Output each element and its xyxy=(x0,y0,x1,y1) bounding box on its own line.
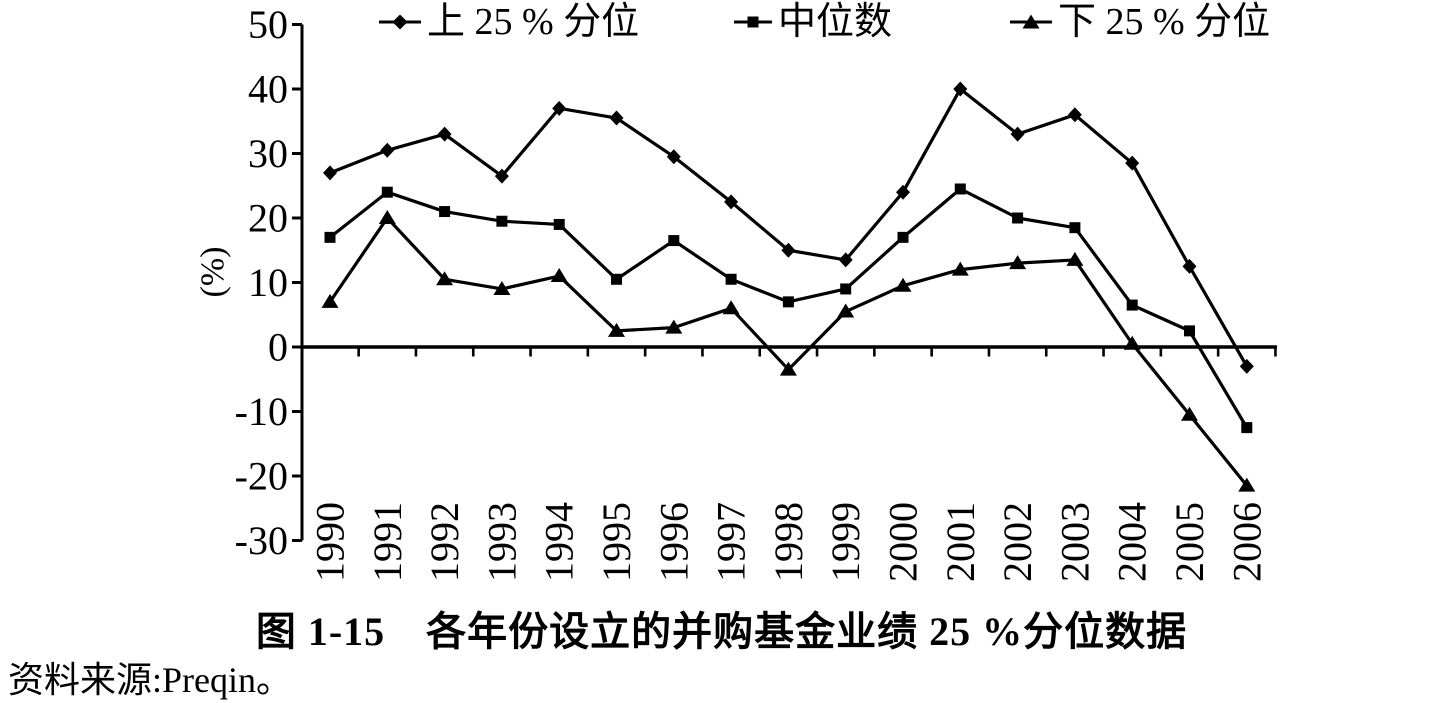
x-tick-label: 1997 xyxy=(709,502,754,582)
data-point-lower-quartile xyxy=(951,261,969,276)
data-point-median xyxy=(611,273,622,285)
data-point-median xyxy=(897,231,909,243)
x-tick-label: 1992 xyxy=(422,502,467,582)
y-axis: 50 40 30 20 10 0 -10 -20 -30 (%) xyxy=(195,2,304,563)
data-point-upper-quartile xyxy=(1067,107,1082,123)
data-point-median xyxy=(1184,325,1195,337)
data-point-upper-quartile xyxy=(896,184,910,200)
data-point-median xyxy=(1241,422,1253,434)
data-point-lower-quartile xyxy=(722,300,740,315)
x-tick-label: 2004 xyxy=(1110,502,1155,582)
data-point-lower-quartile xyxy=(1066,251,1084,266)
y-tick-label: 20 xyxy=(248,196,288,241)
data-point-upper-quartile xyxy=(1125,155,1140,171)
legend-item-upper-quartile: 上 25 % 分位 xyxy=(378,2,639,42)
data-point-median xyxy=(840,283,852,295)
data-point-lower-quartile xyxy=(1181,406,1198,421)
data-point-upper-quartile xyxy=(1010,126,1025,142)
data-point-lower-quartile xyxy=(493,280,511,295)
x-tick-label: 2002 xyxy=(995,502,1040,582)
y-tick-label: 50 xyxy=(248,2,288,47)
data-point-upper-quartile xyxy=(838,252,853,268)
x-tick-label: 1993 xyxy=(479,502,524,582)
data-point-median xyxy=(324,231,336,243)
data-point-lower-quartile xyxy=(779,361,797,376)
data-point-lower-quartile xyxy=(894,277,912,292)
data-point-upper-quartile xyxy=(552,100,567,116)
series-upper-quartile xyxy=(323,81,1254,374)
data-point-lower-quartile xyxy=(665,319,683,334)
data-point-median xyxy=(668,235,680,247)
data-point-upper-quartile xyxy=(724,194,739,210)
x-tick-label: 2003 xyxy=(1052,502,1097,582)
y-axis-unit-label: (%) xyxy=(195,247,232,298)
x-tick-label: 1990 xyxy=(308,502,353,582)
x-tick-label: 1995 xyxy=(594,502,639,582)
data-point-upper-quartile xyxy=(609,110,624,126)
data-point-lower-quartile xyxy=(550,268,568,283)
triangle-marker-icon xyxy=(1010,14,1052,29)
data-point-lower-quartile xyxy=(378,210,396,224)
data-point-upper-quartile xyxy=(1239,358,1254,374)
diamond-marker-icon xyxy=(379,14,421,30)
data-point-median xyxy=(553,218,565,230)
data-point-upper-quartile xyxy=(781,242,796,258)
data-point-lower-quartile xyxy=(1123,335,1141,350)
x-tick-labels: 1990 1991 1992 1993 1994 1995 1996 1997 1998 1999… xyxy=(308,502,1270,582)
y-tick-label: -30 xyxy=(235,518,288,563)
x-tick-label: 1998 xyxy=(766,502,811,582)
data-point-upper-quartile xyxy=(1182,258,1197,274)
data-point-upper-quartile xyxy=(494,168,509,184)
x-tick-label: 1991 xyxy=(365,502,410,582)
legend-item-median: 中位数 xyxy=(733,2,892,42)
data-point-upper-quartile xyxy=(437,126,452,142)
square-marker-icon xyxy=(734,16,772,28)
x-tick-label: 1996 xyxy=(651,502,696,582)
data-point-lower-quartile xyxy=(1009,255,1027,270)
legend-label-median: 中位数 xyxy=(778,1,893,43)
series-median xyxy=(324,183,1253,434)
x-tick-label: 2001 xyxy=(938,502,983,582)
y-tick-label: -20 xyxy=(235,454,288,499)
y-tick-label: -10 xyxy=(235,389,288,434)
chart-title: 图 1-15 各年份设立的并购基金业绩 25 %分位数据 xyxy=(255,609,1188,654)
data-point-median xyxy=(439,206,451,218)
data-point-median xyxy=(954,183,966,195)
x-tick-label: 2006 xyxy=(1224,502,1269,582)
x-tick-label: 1999 xyxy=(823,502,868,582)
legend-label-upper-quartile: 上 25 % 分位 xyxy=(427,1,640,43)
x-tick-label: 2005 xyxy=(1167,502,1212,582)
series-lower-quartile xyxy=(321,210,1256,492)
data-point-median xyxy=(1069,222,1081,234)
data-point-upper-quartile xyxy=(953,81,968,97)
y-tick-label: 40 xyxy=(248,67,288,112)
data-point-upper-quartile xyxy=(323,165,337,181)
data-point-upper-quartile xyxy=(666,149,681,165)
zero-baseline-axis xyxy=(302,345,1277,357)
data-point-lower-quartile xyxy=(321,293,339,308)
y-tick-label: 0 xyxy=(268,325,288,370)
data-point-lower-quartile xyxy=(1238,477,1256,492)
data-point-median xyxy=(1012,212,1024,224)
data-point-median xyxy=(1126,299,1138,311)
data-point-lower-quartile xyxy=(608,322,625,337)
data-point-median xyxy=(496,215,508,227)
x-tick-label: 1994 xyxy=(537,502,582,582)
data-source-note: 资料来源:Preqin。 xyxy=(8,660,292,700)
data-point-upper-quartile xyxy=(380,142,395,158)
data-point-median xyxy=(381,186,393,198)
y-tick-label: 10 xyxy=(248,260,288,305)
legend-item-lower-quartile: 下 25 % 分位 xyxy=(1009,2,1270,42)
data-point-median xyxy=(782,296,794,308)
y-tick-label: 30 xyxy=(248,131,288,176)
data-point-median xyxy=(725,273,737,285)
x-tick-label: 2000 xyxy=(881,502,926,582)
data-point-lower-quartile xyxy=(436,271,454,286)
data-point-lower-quartile xyxy=(837,303,855,318)
legend-label-lower-quartile: 下 25 % 分位 xyxy=(1058,1,1271,43)
